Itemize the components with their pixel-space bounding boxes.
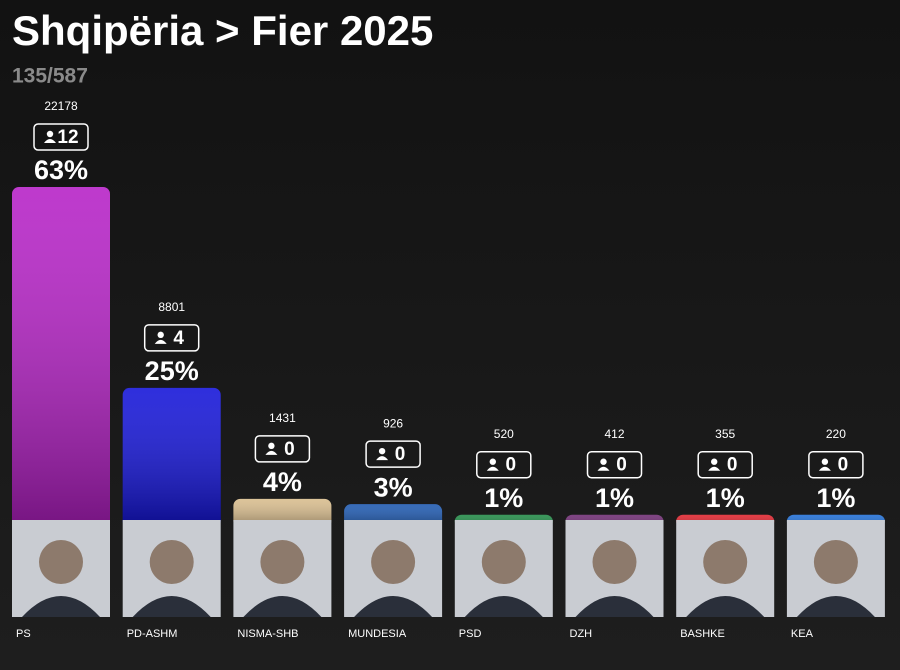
photo-head xyxy=(813,540,858,584)
seat-box xyxy=(808,450,864,479)
photo-head xyxy=(481,540,526,584)
seat-box xyxy=(697,450,753,479)
x-tick-label: PS xyxy=(16,628,31,640)
seat-box xyxy=(33,123,89,151)
vote-count: 22178 xyxy=(44,99,78,113)
photo-head xyxy=(592,540,637,584)
seat-count: 0 xyxy=(616,455,627,476)
seat-icon-head xyxy=(378,447,386,455)
photo-body xyxy=(575,596,654,617)
vote-count: 926 xyxy=(383,416,403,430)
seat-icon-body xyxy=(154,339,167,344)
photo-body xyxy=(243,596,322,617)
value-label: 1% xyxy=(484,483,523,513)
value-label: 1% xyxy=(816,483,855,513)
value-label: 4% xyxy=(263,467,302,497)
seat-count: 0 xyxy=(284,439,295,460)
seat-icon-body xyxy=(265,450,278,455)
seat-box xyxy=(586,450,643,479)
photo-body xyxy=(354,596,433,617)
bar-shade xyxy=(122,387,221,528)
seat-count: 12 xyxy=(57,127,78,148)
seat-count: 0 xyxy=(395,444,406,465)
seat-count: 4 xyxy=(173,328,184,349)
x-tick-label: KEA xyxy=(791,628,814,640)
x-tick-label: DZH xyxy=(570,628,593,640)
seat-box xyxy=(254,435,311,463)
photo-body xyxy=(796,596,875,617)
vote-count: 412 xyxy=(604,427,624,441)
photo-head xyxy=(260,540,305,584)
value-label: 25% xyxy=(145,356,199,386)
seat-count: 0 xyxy=(838,455,849,476)
seat-icon-body xyxy=(486,466,499,471)
vote-count: 1431 xyxy=(269,411,296,425)
photo-body xyxy=(132,596,211,617)
seat-icon-head xyxy=(600,458,607,465)
seat-icon-body xyxy=(708,466,721,471)
photo-head xyxy=(703,540,748,584)
x-tick-label: MUNDESIA xyxy=(348,628,407,640)
seat-icon-body xyxy=(376,456,389,461)
chart-subtitle: 135/587 xyxy=(12,65,88,88)
value-label: 63% xyxy=(34,155,88,185)
seat-icon-head xyxy=(711,458,718,465)
seat-icon-head xyxy=(46,130,54,138)
seat-box xyxy=(365,440,421,468)
photo-head xyxy=(371,540,416,584)
vote-count: 355 xyxy=(715,427,735,441)
vote-count: 8801 xyxy=(158,300,185,314)
x-tick-label: NISMA-SHB xyxy=(237,628,298,640)
x-tick-label: PD-ASHM xyxy=(127,628,178,640)
x-tick-label: PSD xyxy=(459,628,482,640)
photo-body xyxy=(22,596,100,617)
photo-body xyxy=(464,596,543,617)
chart-title: Shqipëria > Fier 2025 xyxy=(12,7,433,54)
seat-box xyxy=(143,324,200,352)
x-tick-label: BASHKE xyxy=(680,628,725,640)
photo-body xyxy=(686,596,765,617)
vote-count: 220 xyxy=(826,427,846,441)
seat-icon-body xyxy=(597,466,610,471)
seat-box xyxy=(476,450,532,479)
seat-icon-head xyxy=(489,458,496,465)
seat-icon-body xyxy=(818,466,831,471)
seat-count: 0 xyxy=(506,455,517,476)
seat-icon-body xyxy=(44,139,56,143)
seat-icon-head xyxy=(157,331,164,339)
photo-head xyxy=(149,540,194,584)
photo-head xyxy=(39,540,83,584)
vote-count: 520 xyxy=(494,427,514,441)
value-label: 1% xyxy=(706,483,745,513)
seat-icon-head xyxy=(821,458,829,465)
value-label: 3% xyxy=(374,472,413,502)
bar-shade xyxy=(12,187,110,528)
seat-icon-head xyxy=(268,442,275,450)
seat-count: 0 xyxy=(727,455,738,476)
value-label: 1% xyxy=(595,483,634,513)
